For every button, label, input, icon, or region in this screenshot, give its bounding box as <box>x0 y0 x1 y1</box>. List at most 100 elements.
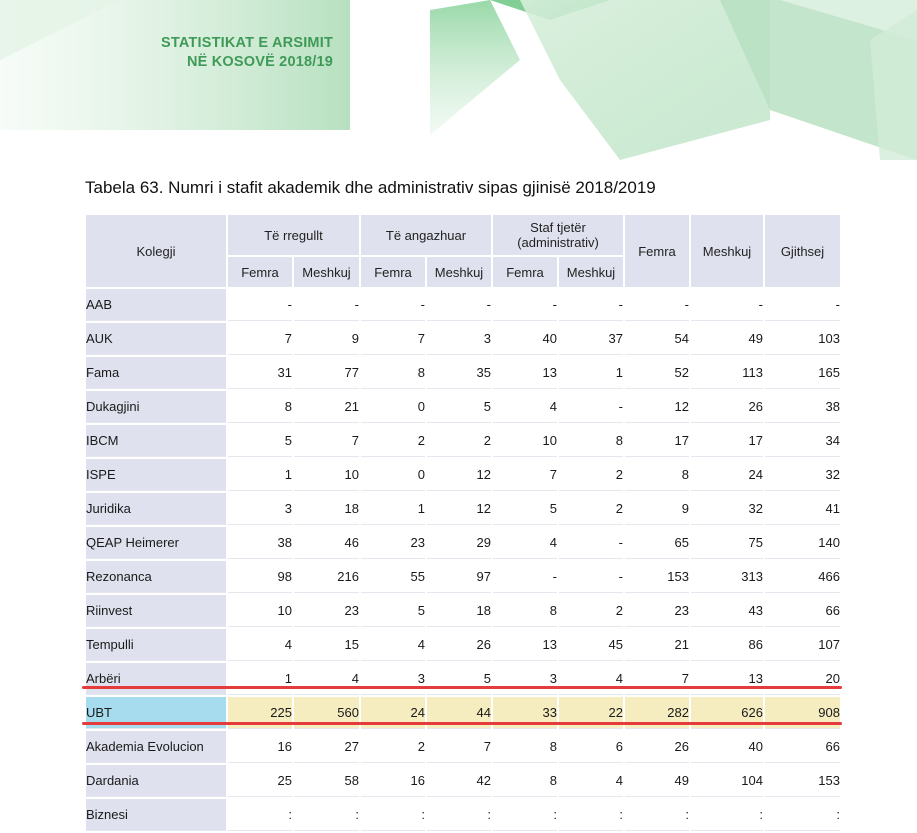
cell-total: 140 <box>765 527 840 559</box>
cell-other-male: - <box>559 527 623 559</box>
cell-other-male: 4 <box>559 765 623 797</box>
cell-engaged-female: 4 <box>361 629 425 661</box>
cell-engaged-male: 12 <box>427 459 491 491</box>
table-row: AAB - - - - - - - - - <box>86 289 840 321</box>
cell-male-total: 113 <box>691 357 763 389</box>
col-group-other-line2: (administrativ) <box>517 235 599 250</box>
cell-other-male: - <box>559 561 623 593</box>
cell-other-female: 40 <box>493 323 557 355</box>
cell-regular-female: 98 <box>228 561 292 593</box>
table-row: IBCM 5 7 2 2 10 8 17 17 34 <box>86 425 840 457</box>
cell-other-female: 8 <box>493 765 557 797</box>
cell-regular-female: 7 <box>228 323 292 355</box>
cell-other-male: 37 <box>559 323 623 355</box>
table-row: Tempulli 4 15 4 26 13 45 21 86 107 <box>86 629 840 661</box>
cell-total: 153 <box>765 765 840 797</box>
cell-male-total: - <box>691 289 763 321</box>
table-row: Riinvest 10 23 5 18 8 2 23 43 66 <box>86 595 840 627</box>
cell-total: 103 <box>765 323 840 355</box>
cell-other-female: - <box>493 561 557 593</box>
cell-female-total: 9 <box>625 493 689 525</box>
row-label: Tempulli <box>86 629 226 661</box>
cell-engaged-female: 1 <box>361 493 425 525</box>
col-header-male-total: Meshkuj <box>691 215 763 287</box>
cell-engaged-male: 5 <box>427 391 491 423</box>
col-header-regular-male: Meshkuj <box>294 257 359 287</box>
cell-male-total: 43 <box>691 595 763 627</box>
cell-other-female: 13 <box>493 357 557 389</box>
cell-female-total: 17 <box>625 425 689 457</box>
cell-other-male: - <box>559 289 623 321</box>
cell-total: 38 <box>765 391 840 423</box>
cell-engaged-male: : <box>427 799 491 831</box>
cell-female-total: 52 <box>625 357 689 389</box>
cell-other-female: 7 <box>493 459 557 491</box>
row-label: Arbëri <box>86 663 226 695</box>
cell-engaged-female: 3 <box>361 663 425 695</box>
cell-engaged-male: 35 <box>427 357 491 389</box>
cell-male-total: 104 <box>691 765 763 797</box>
cell-regular-female: 3 <box>228 493 292 525</box>
cell-regular-female: : <box>228 799 292 831</box>
row-label: ISPE <box>86 459 226 491</box>
cell-engaged-male: 42 <box>427 765 491 797</box>
cell-female-total: 8 <box>625 459 689 491</box>
cell-other-female: : <box>493 799 557 831</box>
col-header-engaged-female: Femra <box>361 257 425 287</box>
cell-regular-female: 31 <box>228 357 292 389</box>
row-label: Fama <box>86 357 226 389</box>
cell-female-total: - <box>625 289 689 321</box>
cell-engaged-male: 7 <box>427 731 491 763</box>
row-label: Dukagjini <box>86 391 226 423</box>
banner-title-line2: NË KOSOVË 2018/19 <box>186 54 333 70</box>
banner-title-line1: STATISTIKAT E ARSIMIT <box>160 35 333 51</box>
cell-female-total: 23 <box>625 595 689 627</box>
cell-other-female: 8 <box>493 731 557 763</box>
cell-other-male: 2 <box>559 595 623 627</box>
cell-other-female: 3 <box>493 663 557 695</box>
row-label: IBCM <box>86 425 226 457</box>
cell-regular-male: 27 <box>294 731 359 763</box>
cell-regular-female: 8 <box>228 391 292 423</box>
cell-male-total: 32 <box>691 493 763 525</box>
cell-other-male: : <box>559 799 623 831</box>
col-header-other-female: Femra <box>493 257 557 287</box>
cell-other-female: 8 <box>493 595 557 627</box>
cell-engaged-male: 12 <box>427 493 491 525</box>
cell-female-total: 65 <box>625 527 689 559</box>
cell-other-female: 5 <box>493 493 557 525</box>
table-row: Akademia Evolucion 16 27 2 7 8 6 26 40 66 <box>86 731 840 763</box>
cell-male-total: 13 <box>691 663 763 695</box>
cell-total: 34 <box>765 425 840 457</box>
cell-other-female: 13 <box>493 629 557 661</box>
cell-regular-female: - <box>228 289 292 321</box>
cell-engaged-female: 16 <box>361 765 425 797</box>
cell-other-male: 4 <box>559 663 623 695</box>
cell-engaged-male: 97 <box>427 561 491 593</box>
cell-regular-male: : <box>294 799 359 831</box>
cell-regular-female: 38 <box>228 527 292 559</box>
cell-total: : <box>765 799 840 831</box>
cell-engaged-female: 8 <box>361 357 425 389</box>
cell-engaged-female: : <box>361 799 425 831</box>
row-label: AAB <box>86 289 226 321</box>
cell-total: 107 <box>765 629 840 661</box>
cell-female-total: 49 <box>625 765 689 797</box>
cell-total: 66 <box>765 595 840 627</box>
cell-female-total: 12 <box>625 391 689 423</box>
cell-regular-male: 10 <box>294 459 359 491</box>
header-banner: STATISTIKAT E ARSIMIT NË KOSOVË 2018/19 <box>0 0 917 165</box>
cell-other-female: - <box>493 289 557 321</box>
col-header-female-total: Femra <box>625 215 689 287</box>
col-header-college: Kolegji <box>86 215 226 287</box>
cell-engaged-male: 29 <box>427 527 491 559</box>
cell-regular-male: 4 <box>294 663 359 695</box>
banner-graphic <box>0 0 917 160</box>
highlight-line-bottom <box>82 722 842 725</box>
table-row: Dukagjini 8 21 0 5 4-12 26 38 <box>86 391 840 423</box>
table-row: Arbëri 1 4 3 5 3 4 7 13 20 <box>86 663 840 695</box>
row-label: Dardania <box>86 765 226 797</box>
cell-engaged-female: 2 <box>361 731 425 763</box>
cell-total: 41 <box>765 493 840 525</box>
table-row: Fama 31 77 8 35 13 1 52 113 165 <box>86 357 840 389</box>
